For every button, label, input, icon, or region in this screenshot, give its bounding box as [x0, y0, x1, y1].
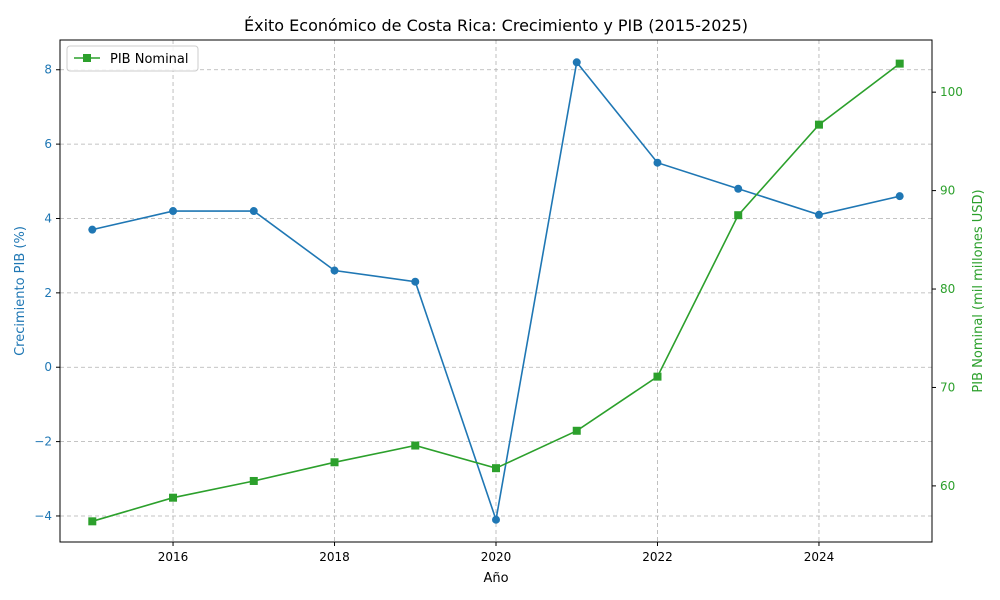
y-right-tick-label: 90 [940, 184, 955, 198]
y-right-tick-label: 60 [940, 479, 955, 493]
data-point [88, 225, 97, 234]
y-axis-right: 60 70 80 90 100 [932, 85, 963, 493]
legend: PIB Nominal [66, 45, 199, 72]
series-layer [88, 58, 904, 526]
x-tick-label: 2018 [319, 550, 350, 564]
series-pib-nominal [88, 59, 904, 526]
y-axis-left: −4 −2 0 2 4 6 8 [34, 63, 60, 523]
data-point [734, 184, 743, 193]
data-point [330, 458, 339, 467]
series-line [92, 60, 900, 520]
y-left-tick-label: 2 [44, 286, 52, 300]
y-left-tick-label: 8 [44, 63, 52, 77]
data-point [169, 207, 178, 216]
y-right-tick-label: 70 [940, 380, 955, 394]
data-point [169, 493, 178, 502]
data-point [895, 59, 904, 68]
data-point [492, 464, 500, 473]
y-left-tick-label: 4 [44, 211, 52, 225]
data-point [411, 441, 420, 450]
data-point [249, 476, 258, 485]
y-right-tick-label: 80 [940, 282, 955, 296]
legend-box [66, 45, 199, 72]
y-left-tick-label: 6 [44, 137, 52, 151]
data-point [249, 207, 258, 216]
data-point [653, 158, 662, 167]
data-point [411, 277, 420, 286]
data-point [814, 120, 823, 129]
data-point [88, 517, 97, 526]
data-point [492, 515, 500, 524]
data-point [572, 426, 581, 435]
legend-marker [83, 54, 91, 62]
y-left-tick-label: −4 [34, 509, 52, 523]
y-left-tick-label: −2 [34, 435, 52, 449]
chart-title: Éxito Económico de Costa Rica: Crecimien… [244, 16, 748, 35]
x-tick-label: 2024 [804, 550, 835, 564]
x-axis-label: Año [483, 571, 508, 586]
legend-entry-pib-nominal: PIB Nominal [110, 52, 189, 67]
data-point [653, 372, 662, 381]
data-point [572, 58, 581, 67]
y-axis-left-label: Crecimiento PIB (%) [13, 226, 28, 356]
y-left-tick-label: 0 [44, 360, 52, 374]
y-right-tick-label: 100 [940, 85, 963, 99]
data-point [330, 266, 339, 275]
data-point [895, 192, 904, 201]
x-axis: 2016 2018 2020 2022 2024 [158, 542, 834, 564]
data-point [734, 211, 743, 220]
data-point [814, 210, 823, 219]
y-axis-right-label: PIB Nominal (mil millones USD) [971, 189, 986, 392]
x-tick-label: 2020 [481, 550, 512, 564]
x-tick-label: 2022 [642, 550, 673, 564]
x-tick-label: 2016 [158, 550, 189, 564]
series-crecimiento [88, 58, 904, 524]
